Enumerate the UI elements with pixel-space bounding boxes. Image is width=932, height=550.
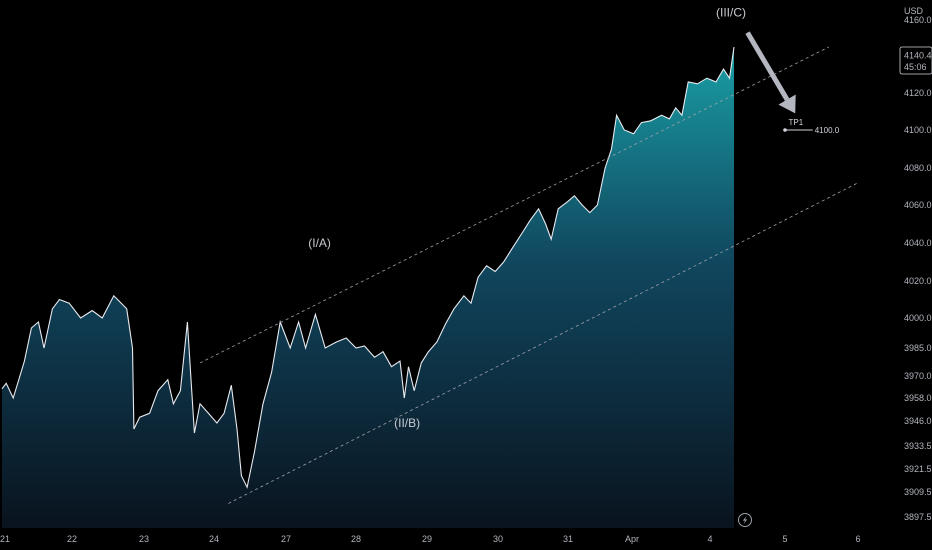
arrow-head [778, 94, 796, 114]
x-tick-label: Apr [625, 534, 639, 544]
x-tick-label: 31 [563, 534, 573, 544]
y-tick-label: 3970.0 [904, 371, 932, 381]
target-marker[interactable]: TP1 4100.0 [783, 118, 840, 135]
lightning-icon[interactable] [738, 513, 752, 527]
y-tick-label: 3958.0 [904, 393, 932, 403]
price-area-fill [2, 47, 734, 528]
y-tick-label: 4080.0 [904, 163, 932, 173]
x-tick-label: 29 [422, 534, 432, 544]
price-badge: 4140.4 45:06 [899, 46, 932, 75]
currency-label: USD [904, 6, 924, 16]
x-tick-label: 4 [707, 534, 712, 544]
target-dot [783, 128, 787, 132]
x-tick-label: 22 [67, 534, 77, 544]
wave-label: (III/C) [716, 5, 746, 19]
bar-countdown: 45:06 [904, 62, 927, 72]
arrow-shaft [745, 31, 790, 101]
y-tick-label: 3909.5 [904, 487, 932, 497]
price-axis[interactable]: USD 3897.5 3909.5 3921.5 3933.5 3946.0 3958.0… [904, 6, 932, 522]
wave-label: (II/B) [394, 416, 420, 430]
price-line [1, 46, 735, 489]
x-tick-label: 24 [209, 534, 219, 544]
y-tick-label: 4020.0 [904, 276, 932, 286]
y-tick-label: 4040.0 [904, 238, 932, 248]
x-tick-label: 5 [782, 534, 787, 544]
x-tick-label: 21 [0, 534, 10, 544]
x-tick-label: 30 [493, 534, 503, 544]
y-tick-label: 4120.0 [904, 88, 932, 98]
x-tick-label: 6 [855, 534, 860, 544]
y-tick-label: 3985.0 [904, 343, 932, 353]
y-tick-label: 3946.0 [904, 416, 932, 426]
y-tick-label: 4100.0 [904, 125, 932, 135]
last-price: 4140.4 [904, 51, 932, 61]
target-label: TP1 [789, 118, 804, 127]
x-tick-label: 27 [281, 534, 291, 544]
x-tick-label: 28 [351, 534, 361, 544]
wave-labels: (I/A) (II/B) (III/C) [308, 5, 746, 430]
y-tick-label: 4060.0 [904, 200, 932, 210]
time-axis[interactable]: 21 22 23 24 27 28 29 30 31 Apr 4 5 6 [0, 534, 861, 544]
y-tick-label: 4160.0 [904, 15, 932, 25]
wave-label: (I/A) [308, 236, 331, 250]
forecast-arrow[interactable] [745, 31, 796, 114]
x-tick-label: 23 [139, 534, 149, 544]
target-value: 4100.0 [815, 126, 840, 135]
y-tick-label: 3897.5 [904, 512, 932, 522]
y-tick-label: 4000.0 [904, 313, 932, 323]
y-tick-label: 3921.5 [904, 464, 932, 474]
channel-lower-line[interactable] [228, 182, 859, 504]
y-tick-label: 3933.5 [904, 441, 932, 451]
